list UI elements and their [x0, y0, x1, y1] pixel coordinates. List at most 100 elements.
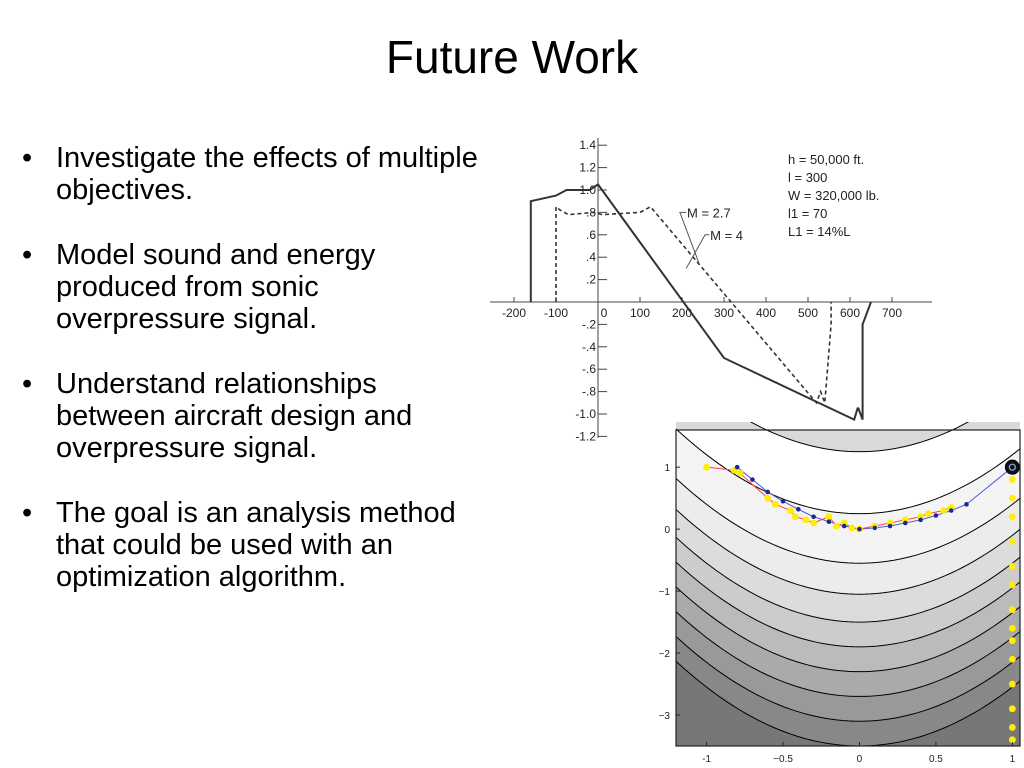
x-tick-label: 600 [840, 306, 860, 320]
parameter-annotation: h = 50,000 ft. [788, 152, 864, 167]
y-tick-label: -1.2 [575, 429, 596, 442]
contour-fill [676, 422, 1020, 746]
sample-point-blue [964, 502, 969, 507]
x-tick-label: −0.5 [773, 754, 793, 765]
sample-point-yellow [848, 524, 856, 532]
sample-point-yellow [940, 507, 947, 514]
bullet-item: • Model sound and energy produced from so… [22, 239, 492, 335]
y-tick-label: 1.2 [579, 161, 596, 175]
x-tick-label: 0 [857, 754, 863, 765]
y-tick-label: -.4 [582, 340, 596, 354]
parameter-annotation: L1 = 14%L [788, 224, 851, 239]
sample-point-yellow [1008, 562, 1016, 570]
sample-point-yellow [833, 522, 840, 530]
sample-point-yellow [1008, 724, 1016, 731]
x-tick-label: 400 [756, 306, 776, 320]
bullet-text: Model sound and energy produced from son… [56, 239, 376, 335]
sample-point-yellow [1008, 476, 1016, 483]
y-tick-label: .4 [586, 250, 596, 264]
y-tick-label: .8 [586, 205, 596, 219]
sample-point-yellow [791, 513, 799, 521]
bullet-item: • Understand relationships between aircra… [22, 368, 492, 464]
contour-line [675, 561, 1021, 648]
parameter-annotation: l = 300 [788, 170, 827, 185]
sample-point-blue [811, 514, 816, 520]
sample-point-blue [872, 525, 878, 531]
y-tick-label: -1.0 [575, 407, 596, 421]
sample-point-yellow [1008, 581, 1016, 589]
bullet-glyph: • [22, 368, 33, 400]
legend-label-m4: M = 4 [710, 228, 743, 243]
sample-point-yellow [1008, 538, 1016, 545]
sample-point-blue [933, 513, 939, 518]
contour-line [675, 611, 1021, 697]
sample-point-blue [918, 517, 923, 523]
sample-points [703, 459, 1020, 744]
legend-leader-m4 [685, 234, 710, 269]
contour-line [675, 478, 1021, 564]
sample-point-yellow [1008, 494, 1016, 502]
sample-point-yellow [1008, 655, 1016, 663]
contour-line [749, 422, 970, 453]
x-tick-label: 300 [714, 306, 734, 320]
sample-point-yellow [924, 510, 932, 518]
y-tick-label: .2 [586, 273, 596, 287]
parameter-annotation: W = 320,000 lb. [788, 188, 879, 203]
contour-line [675, 636, 1021, 722]
bullet-item: • Investigate the effects of multiple obj… [22, 142, 492, 206]
y-tick-label: −3 [659, 711, 671, 722]
sample-point-blue [887, 523, 893, 529]
y-tick-label: .6 [586, 228, 596, 242]
x-tick-label: 100 [630, 306, 650, 320]
x-tick-label: 700 [882, 306, 902, 320]
sample-point-blue [734, 464, 740, 470]
y-tick-label: −2 [659, 649, 671, 660]
x-tick-label: 200 [672, 306, 692, 320]
pulse-axes: -200 -100 0 100 200 300 400 500 600 7001.41.21.0.… [490, 138, 932, 442]
bullet-glyph: • [22, 497, 33, 529]
contour-lines [675, 422, 1021, 747]
x-tick-label: 0.5 [929, 754, 943, 765]
slide-title: Future Work [385, 31, 639, 83]
bullet-glyph: • [22, 142, 33, 174]
sample-point-yellow [802, 516, 810, 524]
sample-point-blue [796, 507, 801, 512]
sample-point-yellow [1008, 606, 1016, 614]
contour-line [675, 536, 1021, 623]
sample-point-blue [765, 489, 771, 495]
sample-point-blue [841, 523, 847, 529]
y-tick-label: 1 [664, 463, 670, 474]
x-tick-label: -100 [544, 306, 568, 320]
sample-point-blue [826, 519, 832, 525]
y-tick-label: -.8 [582, 385, 596, 399]
sample-point-yellow [764, 494, 772, 502]
y-tick-label: 1.4 [579, 138, 596, 152]
contour-line [675, 509, 1021, 595]
bullet-text: The goal is an analysis method that coul… [56, 497, 456, 593]
pulse-annotations: h = 50,000 ft. l = 300 W = 320,000 lb. l1 =… [788, 152, 879, 239]
bullet-text: Understand relationships between aircraf… [56, 368, 413, 464]
bullet-list: • Investigate the effects of multiple obj… [22, 142, 492, 626]
x-tick-label: 1 [1010, 754, 1016, 765]
sample-point-blue [780, 498, 786, 504]
sample-point-yellow [1008, 736, 1016, 744]
sample-point-yellow [825, 513, 833, 521]
contour-optimization-plot: -1 −0.5 0 0.5 1 1 0 −1 −2 −3 [659, 422, 1021, 765]
legend-label-m27: M = 2.7 [687, 205, 731, 220]
bullet-glyph: • [22, 239, 33, 271]
x-tick-label: 0 [601, 306, 608, 320]
optimum-marker [1004, 459, 1020, 475]
pulse-series [529, 183, 872, 422]
sample-point-yellow [1008, 637, 1016, 645]
sample-point-blue [903, 520, 908, 526]
y-tick-label: -.2 [582, 317, 596, 331]
sample-point-yellow [771, 500, 779, 508]
pulse-legend: M = 2.7 M = 4 [679, 205, 743, 269]
x-tick-label: -1 [702, 754, 711, 765]
contour-band [676, 661, 1020, 746]
sample-point-blue [948, 508, 954, 513]
sample-point-yellow [1008, 624, 1016, 632]
sample-point-yellow [810, 519, 817, 527]
series-m27-line [555, 205, 832, 405]
sample-point-yellow [736, 469, 744, 477]
